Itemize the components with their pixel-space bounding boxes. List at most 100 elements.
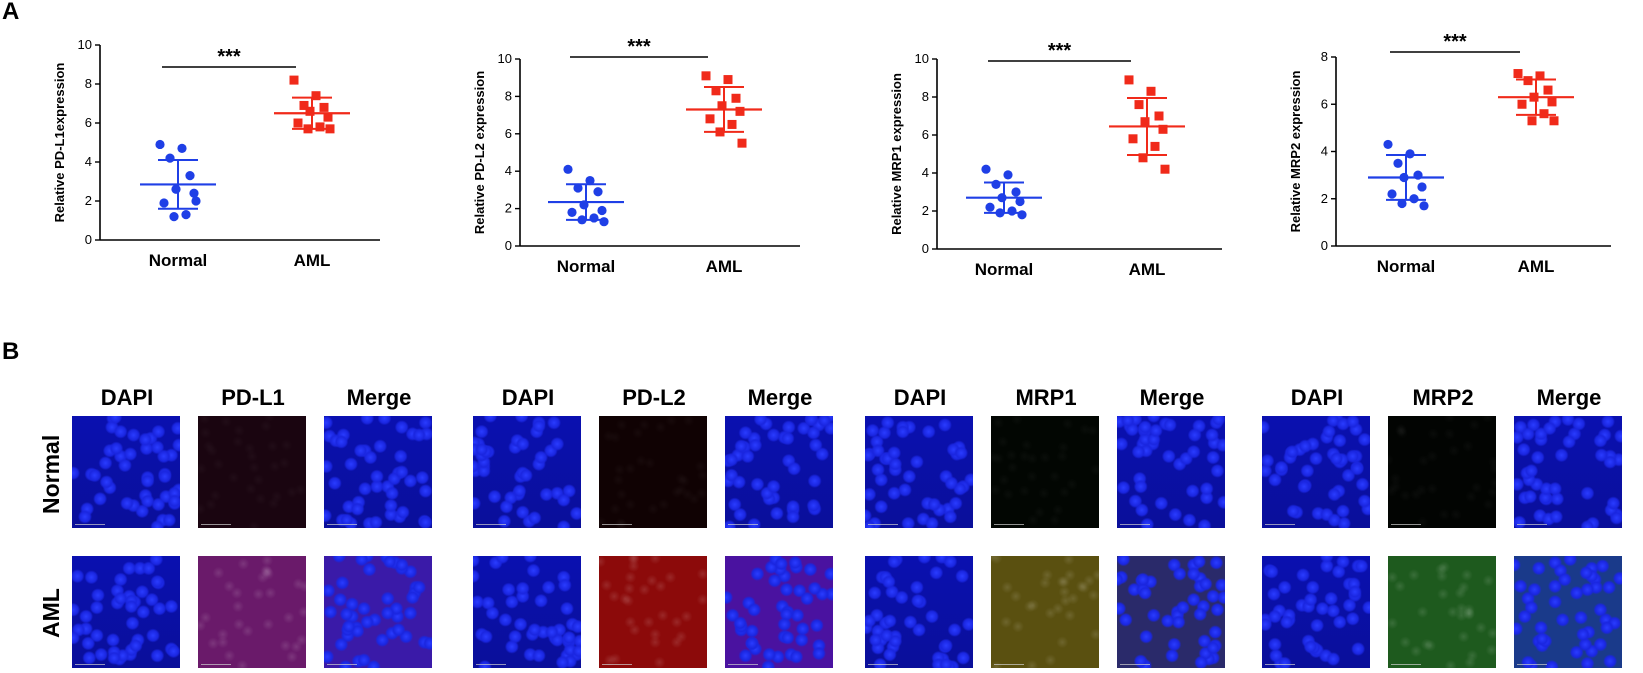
data-point	[323, 112, 333, 122]
data-point	[981, 164, 991, 174]
significance-stars: ***	[217, 46, 241, 68]
scale-bar	[868, 664, 898, 665]
y-tick-label: 2	[505, 201, 512, 216]
data-point	[315, 122, 325, 132]
data-point	[1549, 116, 1559, 126]
micrograph-texture	[1514, 556, 1622, 668]
y-tick-label: 4	[85, 154, 92, 169]
scale-bar	[728, 524, 758, 525]
data-point	[599, 217, 609, 227]
series-aml	[686, 71, 762, 148]
y-tick-label: 2	[922, 203, 929, 218]
data-point	[1003, 170, 1013, 180]
y-tick-label: 0	[505, 238, 512, 253]
scale-bar	[476, 524, 506, 525]
data-point	[737, 138, 747, 148]
data-point	[325, 124, 335, 134]
y-axis-label: Relative PD-L1expression	[52, 63, 67, 223]
x-category-label: AML	[706, 257, 743, 276]
scale-bar	[75, 664, 105, 665]
if-header-dapi: DAPI	[100, 385, 154, 410]
if-header-mrp1: MRP1	[1015, 385, 1077, 410]
y-tick-label: 8	[505, 88, 512, 103]
data-point	[1128, 134, 1138, 144]
chart-3: 0 2 4 6 8 10 Relative MRP1 expression Normal AML…	[889, 40, 1222, 279]
micrograph-texture	[725, 416, 833, 528]
data-point	[177, 143, 187, 153]
significance-stars: ***	[1443, 31, 1467, 53]
if-header-dapi: DAPI	[1290, 385, 1344, 410]
y-tick-label: 0	[85, 232, 92, 247]
y-tick-label: 10	[498, 51, 512, 66]
data-point	[1547, 97, 1557, 107]
micrograph-aml-mrp2	[1388, 556, 1496, 668]
micrograph-aml-dapi	[865, 556, 973, 668]
scale-bar	[1120, 664, 1150, 665]
y-axis-label: Relative MRP2 expression	[1288, 71, 1303, 233]
series-normal	[140, 139, 216, 222]
chart-4: 0 2 4 6 8 Relative MRP2 expression Normal AML **…	[1288, 31, 1611, 276]
data-point	[1160, 164, 1170, 174]
data-point	[1158, 124, 1168, 134]
x-category-label: AML	[1518, 257, 1555, 276]
data-point	[995, 208, 1005, 218]
micrograph-texture	[991, 556, 1099, 668]
micrograph-aml-mrp1	[991, 556, 1099, 668]
data-point	[181, 210, 191, 220]
data-point	[593, 187, 603, 197]
data-point	[305, 106, 315, 116]
micrograph-texture	[725, 556, 833, 668]
series-normal	[548, 164, 624, 227]
y-tick-label: 2	[85, 193, 92, 208]
scale-bar	[602, 664, 632, 665]
y-tick-label: 10	[915, 51, 929, 66]
micrograph-aml-dapi	[72, 556, 180, 668]
if-header-mrp2: MRP2	[1412, 385, 1474, 410]
micrograph-aml-pd-l2	[599, 556, 707, 668]
micrograph-aml-merge	[1514, 556, 1622, 668]
micrograph-aml-dapi	[1262, 556, 1370, 668]
data-point	[597, 205, 607, 216]
micrograph-texture	[198, 556, 306, 668]
data-point	[735, 106, 745, 116]
scale-bar	[868, 524, 898, 525]
data-point	[1146, 86, 1156, 96]
x-category-label: Normal	[557, 257, 616, 276]
scale-bar	[994, 524, 1024, 525]
if-header-pd-l2: PD-L2	[622, 385, 686, 410]
micrograph-normal-dapi	[1262, 416, 1370, 528]
data-point	[717, 101, 727, 111]
micrograph-texture	[991, 416, 1099, 528]
data-point	[705, 114, 715, 124]
data-point	[1535, 71, 1545, 81]
scatter-charts: 0 2 4 6 8 10 Relative PD-L1expression Normal AML…	[52, 31, 1611, 279]
y-tick-label: 10	[78, 37, 92, 52]
data-point	[289, 75, 299, 85]
data-point	[1543, 85, 1553, 95]
data-point	[711, 86, 721, 96]
micrograph-normal-dapi	[72, 416, 180, 528]
scale-bar	[327, 664, 357, 665]
scale-bar	[476, 664, 506, 665]
y-tick-label: 0	[1321, 238, 1328, 253]
if-header-merge: Merge	[1139, 385, 1205, 410]
scale-bar	[1120, 524, 1150, 525]
x-category-label: Normal	[1377, 257, 1436, 276]
micrograph-normal-merge	[1117, 416, 1225, 528]
y-tick-label: 4	[1321, 144, 1328, 159]
row-label-normal: Normal	[38, 434, 64, 514]
micrograph-aml-dapi	[473, 556, 581, 668]
if-header-dapi: DAPI	[501, 385, 555, 410]
scale-bar	[728, 664, 758, 665]
y-tick-label: 8	[1321, 49, 1328, 64]
panel-label-a: A	[2, 0, 20, 25]
micrograph-normal-merge	[324, 416, 432, 528]
series-aml	[1109, 75, 1185, 174]
data-point	[1017, 210, 1027, 220]
micrograph-normal-dapi	[473, 416, 581, 528]
row-label-aml: AML	[38, 588, 64, 638]
micrograph-texture	[473, 416, 581, 528]
significance-stars: ***	[1048, 40, 1072, 62]
micrograph-aml-merge	[1117, 556, 1225, 668]
scale-bar	[1391, 524, 1421, 525]
